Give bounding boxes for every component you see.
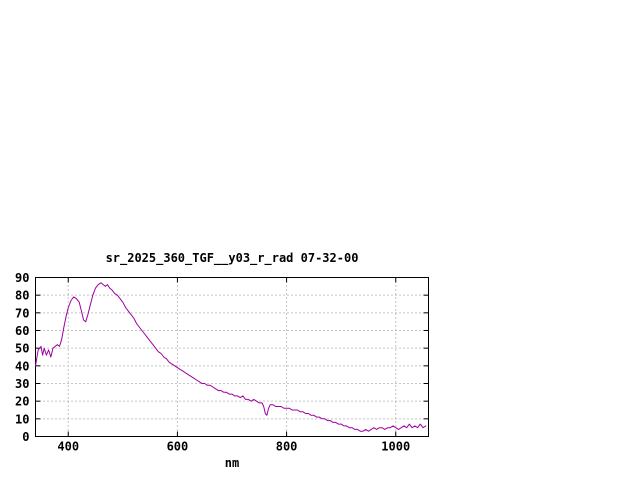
chart-gridlines [35,277,429,437]
y-tick-label: 80 [15,289,29,303]
chart-series-line [35,282,427,432]
x-tick-label: 1000 [381,440,410,454]
y-tick-label: 60 [15,324,29,338]
x-tick-label: 400 [57,440,79,454]
y-tick-label: 90 [15,271,29,285]
y-tick-label: 50 [15,342,29,356]
y-tick-label: 70 [15,306,29,320]
y-tick-label: 10 [15,412,29,426]
chart-tick-labels: 0 10 20 30 40 50 60 70 80 90 400 600 800 1000 [15,271,410,454]
chart-title: sr_2025_360_TGF__y03_r_rad 07-32-00 [106,251,359,266]
y-tick-label: 40 [15,359,29,373]
y-tick-label: 30 [15,377,29,391]
y-tick-label: 20 [15,395,29,409]
chart-axes [35,277,429,437]
x-axis-label: nm [225,456,239,470]
y-tick-label: 0 [22,430,29,444]
x-tick-label: 800 [276,440,298,454]
x-tick-label: 600 [167,440,189,454]
